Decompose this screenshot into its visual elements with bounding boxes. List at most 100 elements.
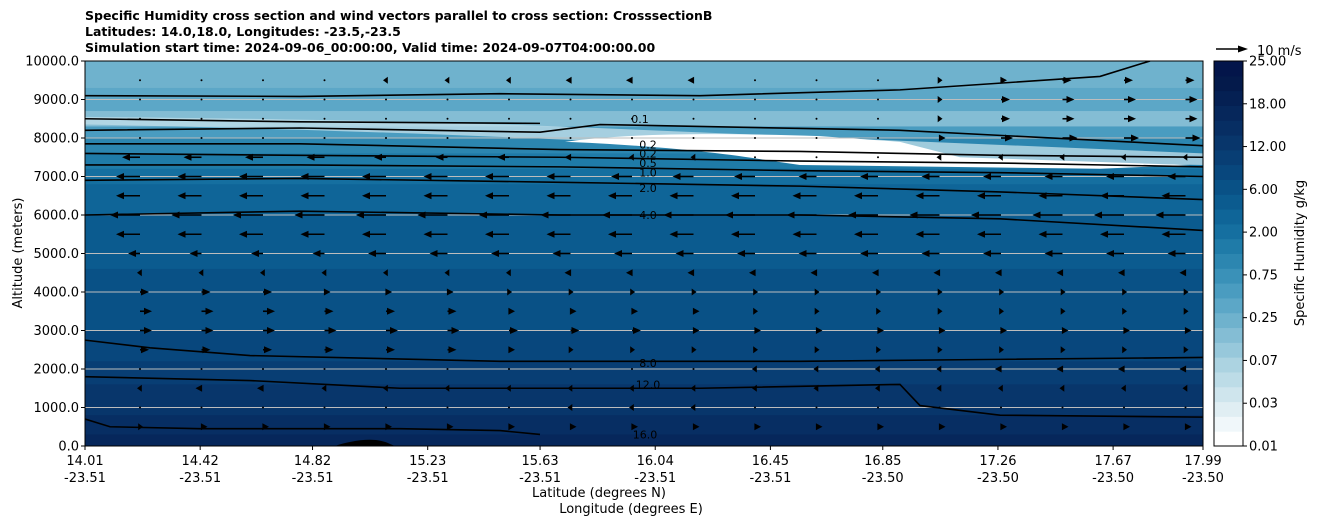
wind-vector	[754, 327, 761, 334]
wind-vector	[202, 346, 211, 354]
wind-vector	[691, 288, 697, 296]
wind-vector	[569, 368, 572, 370]
colorbar-segment	[1214, 164, 1243, 180]
wind-vector	[977, 230, 985, 238]
wind-vector	[999, 288, 1004, 296]
contour-label: 0.1	[631, 113, 649, 126]
wind-vector	[815, 117, 818, 120]
wind-vector	[611, 173, 619, 180]
wind-vector	[737, 250, 745, 257]
wind-vector	[995, 365, 1002, 373]
wind-vector	[300, 230, 309, 238]
wind-vector	[137, 269, 142, 277]
colorbar-segment	[1214, 223, 1243, 240]
humidity-band	[85, 184, 1203, 216]
wind-vector	[568, 288, 574, 296]
wind-vector	[1122, 307, 1127, 315]
contour-fill-layer	[85, 61, 1203, 446]
gridlines	[85, 99, 1203, 408]
wind-vector	[752, 384, 757, 392]
wind-vector	[385, 288, 392, 296]
wind-vector	[1061, 406, 1064, 409]
wind-vector	[1192, 134, 1201, 142]
wind-vector	[798, 173, 807, 180]
wind-vector	[325, 307, 334, 315]
wind-vector	[323, 98, 326, 101]
wind-vector	[569, 423, 577, 431]
wind-vector	[423, 230, 432, 238]
wind-vector	[848, 211, 856, 219]
x-tick-label-lat: 15.23	[409, 454, 446, 469]
y-axis-label: Altitude (meters)	[11, 198, 26, 309]
x-tick-label-lon: -23.51	[292, 471, 334, 486]
wind-vector	[356, 211, 364, 219]
contour-lines: 0.10.20.20.51.02.04.08.012.016.0	[85, 61, 1203, 441]
wind-vector	[629, 404, 634, 411]
wind-vector	[1000, 406, 1002, 409]
wind-vector	[323, 406, 326, 409]
wind-vector	[631, 137, 633, 139]
wind-vector	[815, 156, 818, 159]
wind-vector	[860, 173, 868, 180]
wind-vector	[1056, 365, 1064, 373]
wind-vector	[937, 96, 943, 103]
wind-vector	[936, 153, 942, 161]
wind-vector	[1118, 365, 1125, 373]
wind-vector	[116, 230, 124, 238]
very-dry-pocket	[565, 134, 1190, 169]
x-tick-label-lat: 14.82	[294, 454, 331, 469]
wind-vector	[139, 79, 141, 82]
wind-vector	[1066, 115, 1075, 123]
wind-vector	[1038, 192, 1047, 200]
wind-vector	[116, 192, 124, 200]
colorbar-tick-label: 0.25	[1249, 311, 1278, 326]
wind-vector	[1032, 211, 1041, 219]
wind-vector	[1161, 230, 1170, 238]
wind-vector	[564, 153, 572, 161]
wind-vector	[429, 250, 438, 257]
colorbar-segment	[1214, 135, 1243, 151]
wind-vector	[1122, 288, 1127, 296]
contour-label: 0.2	[639, 139, 657, 152]
wind-vector	[262, 98, 264, 101]
wind-vector	[139, 117, 141, 120]
wind-vector	[362, 173, 370, 180]
wind-vector	[508, 98, 510, 101]
wind-vector	[937, 115, 943, 123]
wind-vector	[753, 346, 758, 354]
y-tick-label: 3000.0	[34, 324, 80, 339]
wind-vector	[687, 76, 695, 84]
wind-vector	[877, 327, 884, 334]
x-tick-label-lat: 17.99	[1184, 454, 1221, 469]
wind-vector	[1183, 288, 1189, 296]
wind-vector	[200, 79, 203, 82]
wind-vector	[362, 230, 370, 238]
wind-vector	[1000, 327, 1007, 334]
wind-vector	[752, 365, 757, 373]
wind-vector	[262, 368, 264, 370]
wind-vector	[328, 327, 337, 334]
contour-line	[85, 117, 541, 125]
wind-vector	[1184, 327, 1192, 334]
wind-vector	[1038, 230, 1047, 238]
colorbar-tick-label: 2.00	[1249, 226, 1278, 241]
wind-vector	[690, 153, 696, 161]
wind-vector	[1128, 96, 1136, 103]
wind-vector	[937, 76, 943, 84]
wind-vector	[877, 406, 879, 409]
wind-vector	[264, 346, 272, 354]
wind-vector	[383, 269, 388, 277]
wind-vector	[200, 406, 203, 409]
wind-vector	[995, 269, 1002, 277]
wind-vector	[205, 307, 214, 315]
colorbar-segment	[1214, 371, 1243, 388]
y-tick-label: 2000.0	[34, 363, 80, 378]
wind-vector	[479, 211, 487, 219]
humidity-band	[85, 361, 1203, 385]
wind-vector	[195, 384, 203, 392]
wind-vector	[1061, 327, 1069, 334]
humidity-band	[85, 61, 1203, 89]
wind-vector	[933, 269, 941, 277]
wind-vector	[1002, 115, 1010, 123]
wind-vector	[877, 423, 884, 431]
